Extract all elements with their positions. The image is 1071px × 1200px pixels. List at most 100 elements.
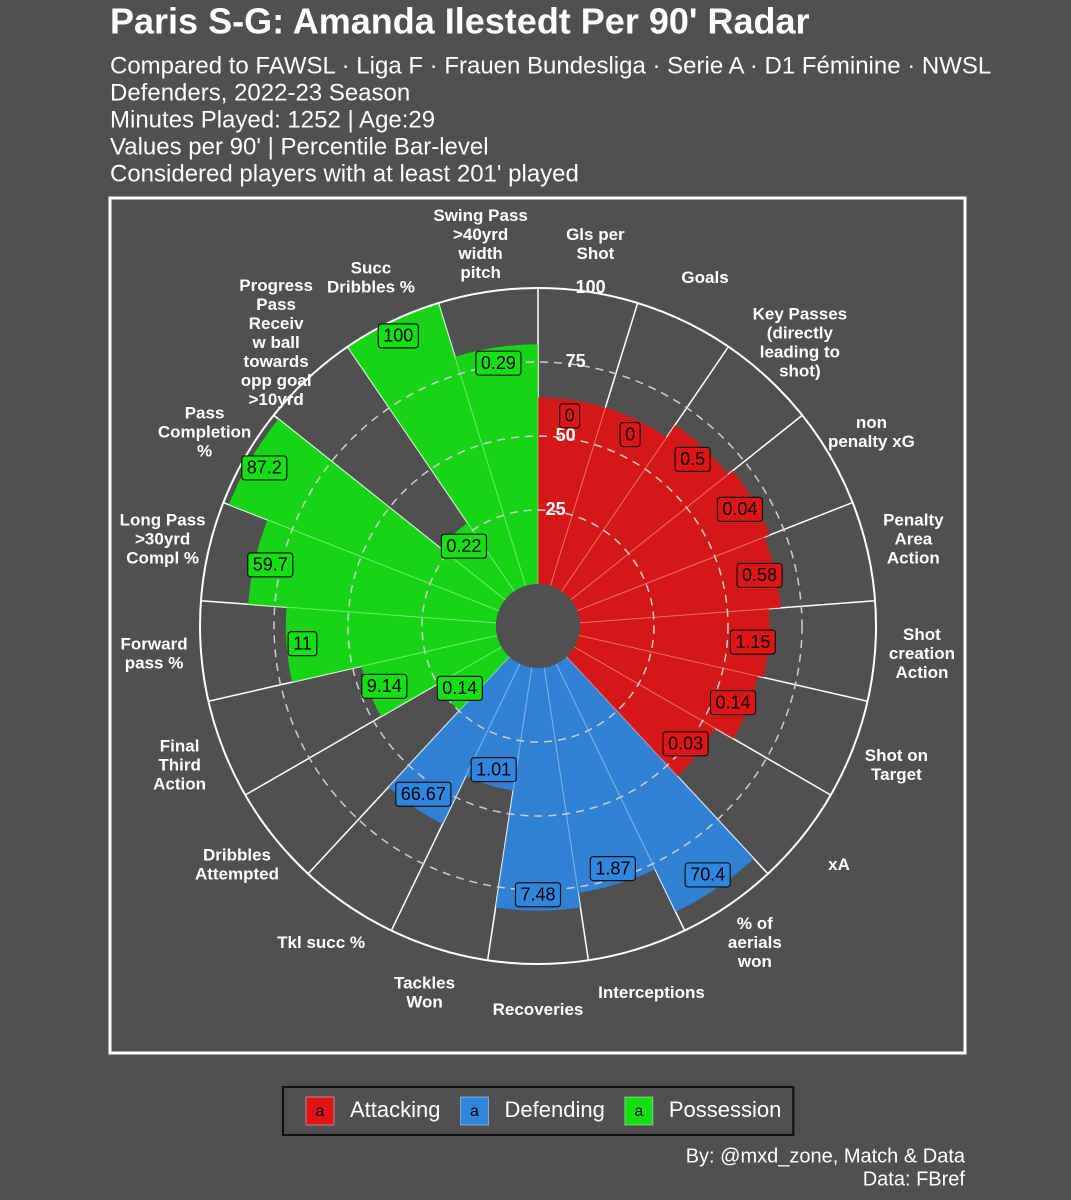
category-label-line: Long Pass: [120, 511, 206, 530]
legend-label: Attacking: [350, 1097, 441, 1122]
value-label: 0.58: [742, 565, 777, 585]
category-label-line: Gls per: [566, 225, 625, 244]
bar: [544, 663, 656, 893]
value-label: 1.15: [735, 632, 770, 652]
r-tick-label: 50: [556, 425, 576, 445]
subtitle: Values per 90' | Percentile Bar-level: [110, 133, 489, 160]
category-label-line: towards: [244, 352, 309, 371]
legend-key-glyph: a: [634, 1103, 643, 1120]
category-label: Swing Pass >40yrd width pitch: [433, 206, 527, 282]
value-label-box: [241, 455, 288, 481]
category-label-line: pitch: [460, 263, 501, 282]
category-label-line: Dribbles %: [327, 278, 415, 297]
category-label-line: Completion: [158, 423, 252, 442]
category-label-line: Progress: [239, 276, 313, 295]
category-label: Forward pass %: [121, 635, 188, 673]
category-label-line: %: [197, 442, 212, 461]
bar: [578, 608, 770, 678]
value-label: 0.14: [442, 678, 477, 698]
category-label-line: creation: [889, 644, 955, 663]
chart-title: Paris S-G: Amanda Ilestedt Per 90' Radar: [110, 1, 810, 42]
bar: [538, 397, 606, 586]
value-label-box: [475, 350, 522, 376]
category-label: Shot on Target: [865, 747, 928, 785]
value-label-box: [662, 731, 709, 757]
subtitle: Considered players with at least 201' pl…: [110, 160, 579, 187]
grid-ring: [273, 361, 803, 891]
grid-ring: [347, 435, 729, 817]
legend-label: Possession: [669, 1097, 782, 1122]
bar: [495, 667, 581, 911]
value-label: 9.14: [367, 676, 402, 696]
category-label-line: leading to: [760, 343, 840, 362]
category-label-line: Action: [153, 775, 206, 794]
value-label: 0.03: [668, 733, 703, 753]
value-label-box: [361, 673, 408, 699]
value-label-box: [674, 446, 711, 472]
category-label-line: Recoveries: [493, 1000, 584, 1019]
category-label-line: Tackles: [394, 974, 455, 993]
spoke-overlay: [273, 414, 506, 601]
category-label-line: Forward: [121, 635, 188, 654]
value-label-box: [287, 631, 318, 657]
category-label: Tackles Won: [394, 974, 455, 1012]
spoke-overlay: [200, 600, 497, 624]
value-label: 1.87: [595, 858, 630, 878]
bar: [556, 656, 754, 912]
value-label-box: [729, 629, 776, 655]
r-tick-label: 100: [576, 277, 606, 297]
category-label-line: shot): [779, 362, 821, 381]
category-label-line: Compl %: [126, 549, 199, 568]
value-label-box: [470, 757, 517, 783]
category-label-line: Penalty: [883, 511, 944, 530]
bar: [454, 344, 538, 586]
category-label-line: Shot: [903, 625, 941, 644]
bar: [228, 418, 506, 611]
legend-key-glyph: a: [316, 1103, 325, 1120]
caption: Data: FBref: [863, 1168, 966, 1190]
category-label: Shot creation Action: [889, 625, 955, 682]
bar: [285, 607, 498, 683]
bar: [577, 537, 781, 623]
value-label-box: [440, 533, 488, 559]
category-label-line: Succ: [351, 259, 392, 278]
value-label-box: [247, 552, 294, 578]
category-label-line: won: [737, 953, 772, 972]
legend-key: [460, 1096, 489, 1126]
category-label-line: Key Passes: [753, 305, 848, 324]
category-label: % of aerials won: [728, 915, 782, 972]
category-label-line: pass %: [125, 654, 184, 673]
value-label-box: [436, 675, 483, 701]
category-label-line: Area: [894, 530, 932, 549]
category-label: Key Passes (directly leading to shot): [753, 305, 848, 381]
grid-ring: [421, 509, 655, 743]
caption: By: @mxd_zone, Match & Data: [686, 1145, 966, 1167]
category-label: xA: [828, 856, 850, 875]
category-label: Long Pass >30yrd Compl %: [120, 511, 206, 568]
category-label-line: >10yrd: [248, 390, 303, 409]
subtitle: Minutes Played: 1252 | Age:29: [110, 106, 435, 133]
category-label-line: penalty xG: [828, 432, 915, 451]
category-label: Pass Completion%: [158, 404, 252, 461]
category-label: Dribbles Attempted: [195, 846, 279, 884]
category-label: Final Third Action: [153, 737, 206, 794]
outer-ring: [199, 287, 877, 965]
category-label-line: w ball: [252, 333, 300, 352]
value-label-box: [684, 862, 731, 888]
value-label: 0.5: [680, 449, 705, 469]
category-label-line: non: [856, 413, 887, 432]
spoke-overlay: [437, 302, 527, 587]
category-label-line: % of: [737, 915, 773, 934]
category-label-line: Won: [406, 993, 443, 1012]
value-label: 70.4: [690, 865, 725, 885]
value-label: 59.7: [253, 555, 288, 575]
subtitle: Defenders, 2022-23 Season: [110, 79, 410, 106]
category-label: Interceptions: [598, 983, 705, 1002]
category-label-line: width: [457, 244, 502, 263]
category-label-line: Swing Pass: [433, 206, 527, 225]
category-label-line: aerials: [728, 934, 782, 953]
category-label-line: >40yrd: [453, 225, 508, 244]
category-label: Goals: [681, 269, 728, 288]
bar: [347, 303, 526, 592]
category-label-line: Pass: [256, 295, 296, 314]
